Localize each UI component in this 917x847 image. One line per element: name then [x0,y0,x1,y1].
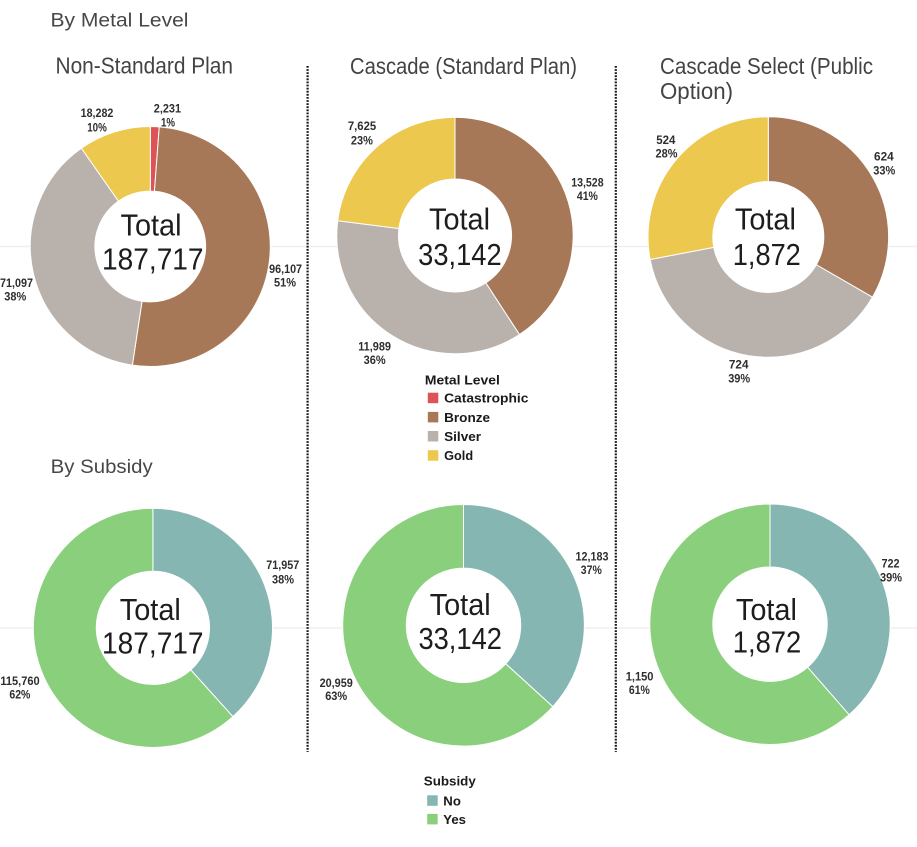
svg-text:28%: 28% [656,146,678,160]
svg-text:37%: 37% [581,563,602,577]
svg-text:63%: 63% [325,689,347,703]
svg-text:10%: 10% [87,120,107,134]
svg-text:96,107: 96,107 [269,262,302,276]
svg-text:11,989: 11,989 [358,339,391,353]
svg-text:2,231: 2,231 [154,101,181,115]
svg-text:By Metal Level: By Metal Level [51,10,189,32]
svg-text:187,717: 187,717 [102,626,204,661]
svg-text:39%: 39% [728,371,750,385]
svg-text:61%: 61% [629,683,650,697]
svg-text:33%: 33% [873,163,895,177]
svg-text:23%: 23% [351,133,373,147]
svg-text:Cascade (Standard Plan): Cascade (Standard Plan) [350,53,577,79]
svg-text:By Subsidy: By Subsidy [51,456,153,478]
svg-text:Total: Total [736,592,797,627]
svg-text:Subsidy: Subsidy [424,774,477,789]
svg-text:Total: Total [735,202,796,237]
svg-text:41%: 41% [577,189,598,203]
svg-text:Bronze: Bronze [444,410,490,425]
svg-text:187,717: 187,717 [102,242,204,277]
svg-text:Total: Total [121,208,182,243]
svg-text:20,959: 20,959 [320,676,353,690]
svg-text:Cascade Select (Public: Cascade Select (Public [660,53,873,79]
svg-text:Total: Total [430,587,491,622]
svg-text:1,872: 1,872 [733,625,802,660]
svg-text:1%: 1% [161,115,175,129]
svg-text:722: 722 [881,557,899,571]
svg-text:1,150: 1,150 [626,670,654,684]
svg-text:51%: 51% [274,276,296,290]
svg-text:62%: 62% [9,688,30,702]
svg-text:33,142: 33,142 [418,237,502,272]
svg-text:39%: 39% [880,571,902,585]
svg-text:33,142: 33,142 [418,621,502,656]
svg-text:13,528: 13,528 [571,175,604,189]
svg-text:36%: 36% [364,353,386,367]
svg-text:624: 624 [874,149,894,163]
svg-text:Non-Standard Plan: Non-Standard Plan [56,53,234,79]
svg-text:Metal Level: Metal Level [425,372,500,387]
svg-text:12,183: 12,183 [576,550,609,564]
svg-text:115,760: 115,760 [0,674,40,688]
svg-text:No: No [443,793,461,808]
svg-text:71,097: 71,097 [0,276,33,290]
svg-text:524: 524 [656,133,676,147]
svg-text:18,282: 18,282 [81,106,114,120]
svg-text:7,625: 7,625 [348,119,377,133]
svg-text:71,957: 71,957 [266,558,299,572]
svg-text:Option): Option) [660,78,733,104]
svg-text:Total: Total [120,592,181,627]
svg-text:Total: Total [429,202,490,237]
svg-text:724: 724 [729,357,749,371]
svg-text:Silver: Silver [444,429,481,444]
svg-text:Catastrophic: Catastrophic [444,391,528,406]
svg-text:Gold: Gold [444,448,473,463]
svg-text:Yes: Yes [443,812,466,827]
svg-text:38%: 38% [4,289,26,303]
svg-text:1,872: 1,872 [733,237,801,272]
svg-text:38%: 38% [272,573,294,587]
